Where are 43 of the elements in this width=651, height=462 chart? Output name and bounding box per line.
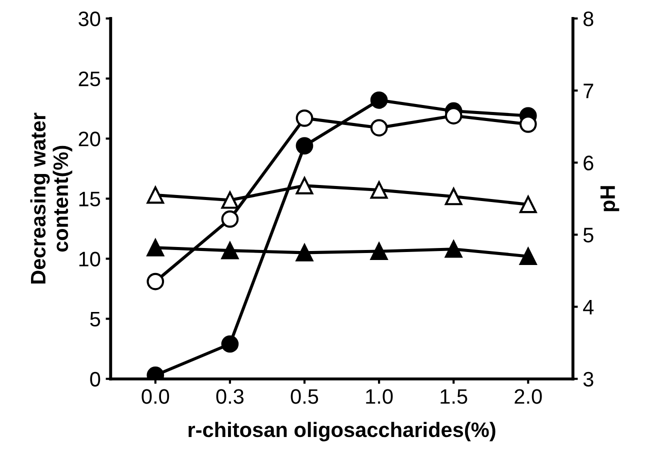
y-axis-title: Decreasing water content(%) (30, 112, 72, 284)
x-tick-label: 1.0 (366, 389, 393, 404)
y-tick-label: 30 (78, 11, 100, 26)
y-tick-label: 25 (78, 72, 100, 86)
x-tick-label: 0.5 (290, 389, 318, 404)
point (221, 242, 239, 260)
y-tick-label: 0 (90, 372, 100, 387)
point (296, 244, 314, 262)
point (296, 137, 314, 154)
point (444, 107, 462, 124)
y2-tick-label: 8 (584, 11, 594, 26)
y-tick-label: 5 (90, 312, 100, 327)
x-axis-title: r-chitosan oligosaccharides(%) (188, 422, 496, 442)
point (370, 91, 388, 109)
y-tick-label: 15 (79, 192, 100, 206)
point (296, 177, 314, 194)
point (296, 109, 314, 127)
point (519, 248, 537, 265)
y2-tick-label: 4 (583, 300, 594, 314)
point (370, 242, 388, 260)
point (221, 210, 239, 228)
x-tick-label: 0.0 (142, 389, 170, 404)
x-tick-label: 2.0 (514, 389, 542, 404)
point (146, 186, 164, 204)
x-tick-label: 1.5 (440, 389, 468, 404)
point (370, 119, 388, 136)
y2-tick-label: 3 (583, 372, 594, 387)
point (146, 238, 164, 256)
point (221, 191, 239, 209)
y-tick-label: 20 (78, 132, 100, 146)
point (519, 196, 537, 214)
y2-tick-label: 7 (584, 84, 594, 98)
y2-axis-title: pH (600, 186, 620, 212)
y-tick-label: 10 (79, 252, 100, 266)
y2-tick-label: 5 (583, 228, 594, 242)
x-tick-label: 0.3 (216, 389, 244, 404)
point (444, 240, 462, 258)
point (221, 335, 239, 353)
point (146, 272, 164, 290)
point (519, 116, 537, 133)
y2-tick-label: 6 (584, 156, 594, 170)
point (444, 188, 462, 206)
point (370, 181, 388, 199)
